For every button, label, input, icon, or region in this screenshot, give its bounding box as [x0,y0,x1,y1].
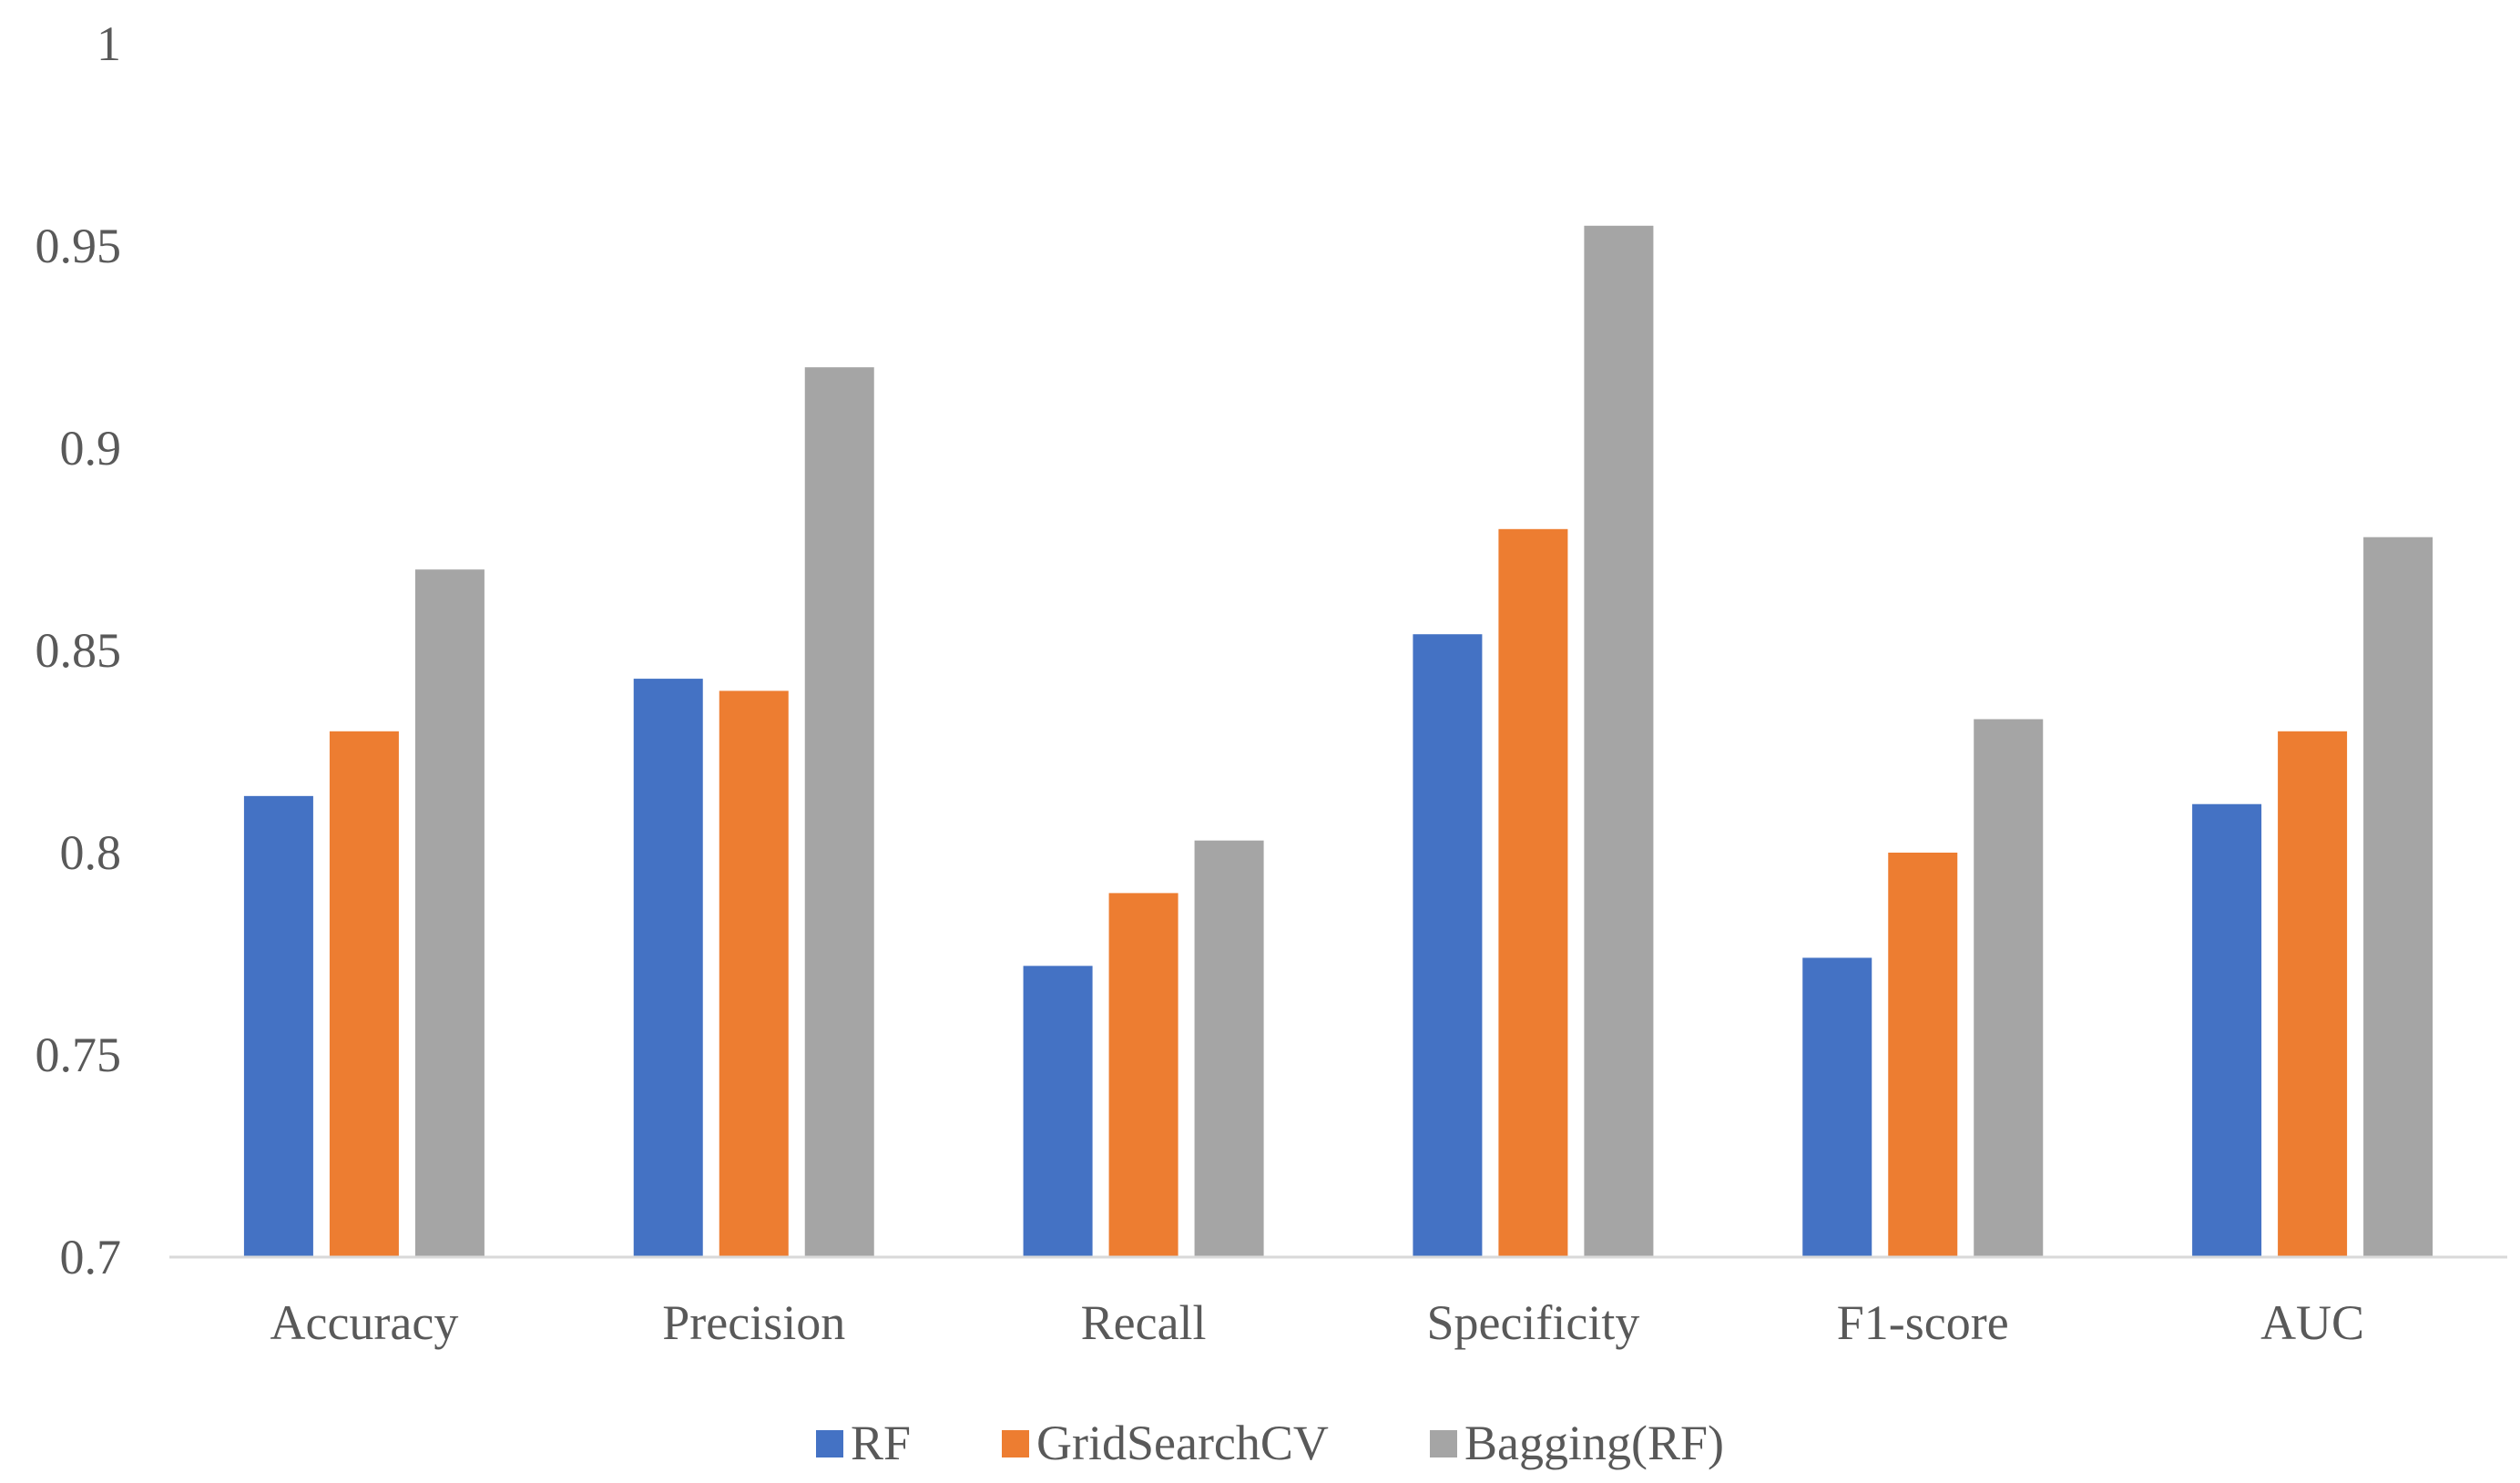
legend-swatch [1430,1430,1457,1457]
bar-gridsearchcv-recall [1108,893,1178,1257]
bar-gridsearchcv-specificity [1498,528,1568,1257]
x-axis-labels: Accuracy Precision Recall Specificity F1-sco… [270,1295,2364,1350]
bar-gridsearchcv-precision [719,690,789,1257]
bar-rf-precision [633,679,703,1257]
y-tick-label: 0.9 [60,421,122,476]
bar-gridsearchcv-auc [2278,731,2348,1257]
legend-label: Bagging(RF) [1464,1416,1724,1470]
y-tick-label: 0.75 [36,1028,122,1082]
bar-bagging-rf--precision [804,367,874,1257]
x-tick-label: Recall [1081,1295,1207,1350]
legend-swatch [816,1430,843,1457]
bar-bagging-rf--recall [1194,840,1264,1257]
x-tick-label: Precision [662,1295,845,1350]
legend: RF GridSearchCV Bagging(RF) [816,1416,1724,1470]
bar-bagging-rf--accuracy [414,569,485,1257]
y-tick-label: 0.8 [60,825,122,880]
y-axis-ticks: 0.7 0.75 0.8 0.85 0.9 0.95 1 [36,16,122,1284]
bar-bagging-rf--auc [2363,537,2433,1257]
legend-label: GridSearchCV [1036,1416,1329,1470]
y-tick-label: 0.85 [36,623,122,678]
bars [243,225,2433,1257]
bar-bagging-rf--f1-score [1974,719,2044,1257]
legend-label: RF [851,1416,911,1470]
y-tick-label: 0.95 [36,219,122,273]
bar-gridsearchcv-accuracy [329,731,399,1257]
y-tick-label: 0.7 [60,1230,122,1284]
y-tick-label: 1 [97,16,121,71]
legend-swatch [1002,1430,1029,1457]
bar-rf-recall [1023,966,1093,1257]
bar-bagging-rf--specificity [1584,225,1654,1257]
bar-rf-accuracy [243,795,313,1257]
x-tick-label: Specificity [1426,1295,1639,1350]
x-tick-label: F1-score [1837,1295,2009,1350]
bar-rf-f1-score [1802,957,1872,1257]
x-tick-label: AUC [2260,1295,2364,1350]
x-tick-label: Accuracy [270,1295,458,1350]
bar-gridsearchcv-f1-score [1888,853,1958,1257]
bar-rf-auc [2192,803,2262,1257]
bar-rf-specificity [1413,634,1483,1257]
